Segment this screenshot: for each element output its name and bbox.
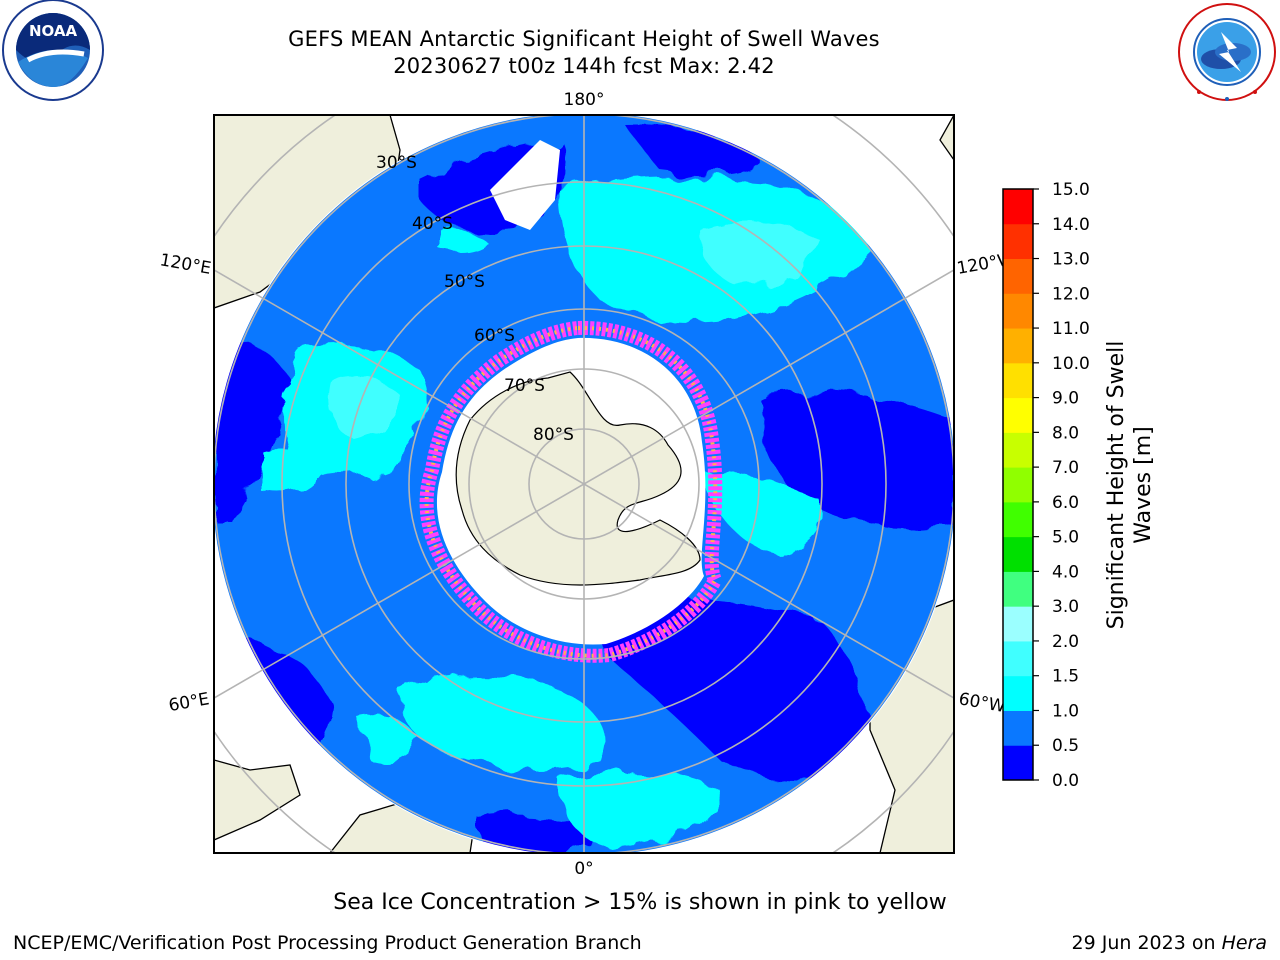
lat-label-30s: 30°S [376,153,417,173]
lat-label-40s: 40°S [412,214,453,234]
colorbar-bin [1003,293,1033,329]
colorbar-tick-label: 3.0 [1052,597,1079,617]
lon-label-60e: 60°E [167,689,211,716]
colorbar-tick-label: 6.0 [1052,493,1079,513]
colorbar: 0.0 0.5 1.0 1.5 2.0 3.0 4.0 5.0 6.0 7.0 8.0 9.0 10.0… [1002,180,1090,791]
colorbar-tick-label: 0.5 [1052,736,1079,756]
antarctica [455,371,701,586]
south-america-tip [490,140,560,230]
colorbar-label-line1: Significant Height of Swell [1104,341,1129,630]
colorbar-bin [1003,328,1033,364]
colorbar-bin [1003,397,1033,433]
colorbar-bin [1003,258,1033,294]
colorbar-tick-label: 14.0 [1052,215,1090,235]
run-date: 29 Jun 2023 on [1071,932,1222,954]
colorbar-tick-label: 11.0 [1052,319,1090,339]
colorbar-bin [1003,189,1033,225]
colorbar-tick-label: 10.0 [1052,354,1090,374]
run-host: Hera [1221,932,1267,954]
colorbar-tick-label: 5.0 [1052,528,1079,548]
colorbar-bin [1003,467,1033,503]
chart-subtitle: 20230627 t00z 144h fcst Max: 2.42 [393,54,775,78]
noaa-logo-text: NOAA [29,22,78,40]
colorbar-tick-label: 7.0 [1052,458,1079,478]
colorbar-bin [1003,571,1033,607]
colorbar-bin [1003,606,1033,642]
lat-label-50s: 50°S [444,272,485,292]
colorbar-bin [1003,745,1033,781]
colorbar-bin [1003,223,1033,260]
colorbar-bin [1003,432,1033,468]
colorbar-tick-label: 4.0 [1052,562,1079,582]
lat-label-70s: 70°S [504,376,545,396]
nws-logo [1178,3,1276,101]
colorbar-frame [1002,188,1034,781]
colorbar-bin [1003,362,1033,399]
colorbar-tick-label: 1.0 [1052,701,1079,721]
noaa-logo: NOAA [2,0,104,101]
sea-ice-note: Sea Ice Concentration > 15% is shown in … [333,890,947,915]
lon-label-120e: 120°E [158,250,212,279]
colorbar-bin [1003,501,1033,538]
run-info: 29 Jun 2023 on Hera [1072,932,1267,954]
colorbar-tick-label: 15.0 [1052,180,1090,200]
colorbar-bin [1003,675,1033,711]
colorbar-tick-label: 0.0 [1052,771,1079,791]
colorbar-tick-label: 12.0 [1052,284,1090,304]
lat-label-80s: 80°S [533,425,574,445]
producer-credit: NCEP/EMC/Verification Post Processing Pr… [13,932,642,954]
map-frame [213,114,955,854]
colorbar-tick-label: 2.0 [1052,632,1079,652]
colorbar-label-line2: Waves [m] [1131,426,1156,543]
colorbar-bin [1003,710,1033,746]
colorbar-tick-label: 8.0 [1052,423,1079,443]
colorbar-tick-label: 9.0 [1052,389,1079,409]
colorbar-tick-label: 1.5 [1052,667,1079,687]
colorbar-tick-label: 13.0 [1052,250,1090,270]
colorbar-bin [1003,640,1033,677]
graticule [214,115,954,853]
lon-label-180: 180° [564,90,605,110]
lat-label-60s: 60°S [474,326,515,346]
lon-label-60w: 60°W [957,689,1007,717]
colorbar-bin [1003,536,1033,572]
lon-label-0: 0° [574,859,593,879]
chart-title: GEFS MEAN Antarctic Significant Height o… [288,27,880,51]
